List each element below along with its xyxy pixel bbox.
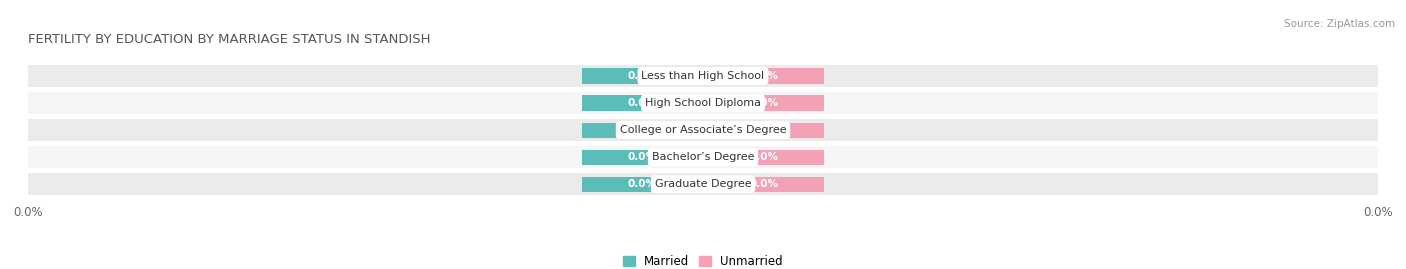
Text: Less than High School: Less than High School	[641, 71, 765, 81]
Bar	[28, 65, 1378, 87]
Text: 0.0%: 0.0%	[749, 71, 779, 81]
Bar	[703, 95, 824, 111]
Text: College or Associate’s Degree: College or Associate’s Degree	[620, 125, 786, 135]
Bar	[28, 173, 1378, 195]
Bar	[703, 122, 824, 138]
Text: Bachelor’s Degree: Bachelor’s Degree	[652, 152, 754, 162]
Legend: Married, Unmarried: Married, Unmarried	[619, 250, 787, 269]
Bar	[28, 119, 1378, 141]
Bar	[28, 146, 1378, 168]
Text: 0.0%: 0.0%	[627, 98, 657, 108]
Text: Source: ZipAtlas.com: Source: ZipAtlas.com	[1284, 19, 1395, 29]
Text: 0.0%: 0.0%	[627, 125, 657, 135]
Bar	[582, 68, 703, 84]
Bar	[582, 122, 703, 138]
Text: FERTILITY BY EDUCATION BY MARRIAGE STATUS IN STANDISH: FERTILITY BY EDUCATION BY MARRIAGE STATU…	[28, 33, 430, 46]
Text: 0.0%: 0.0%	[627, 179, 657, 189]
Text: 0.0%: 0.0%	[749, 125, 779, 135]
Bar	[703, 150, 824, 165]
Text: High School Diploma: High School Diploma	[645, 98, 761, 108]
Bar	[582, 95, 703, 111]
Text: 0.0%: 0.0%	[627, 71, 657, 81]
Text: 0.0%: 0.0%	[749, 179, 779, 189]
Bar	[703, 68, 824, 84]
Text: 0.0%: 0.0%	[749, 98, 779, 108]
Bar	[703, 176, 824, 192]
Bar	[582, 150, 703, 165]
Bar	[582, 176, 703, 192]
Bar	[28, 92, 1378, 114]
Text: 0.0%: 0.0%	[627, 152, 657, 162]
Text: 0.0%: 0.0%	[749, 152, 779, 162]
Text: Graduate Degree: Graduate Degree	[655, 179, 751, 189]
